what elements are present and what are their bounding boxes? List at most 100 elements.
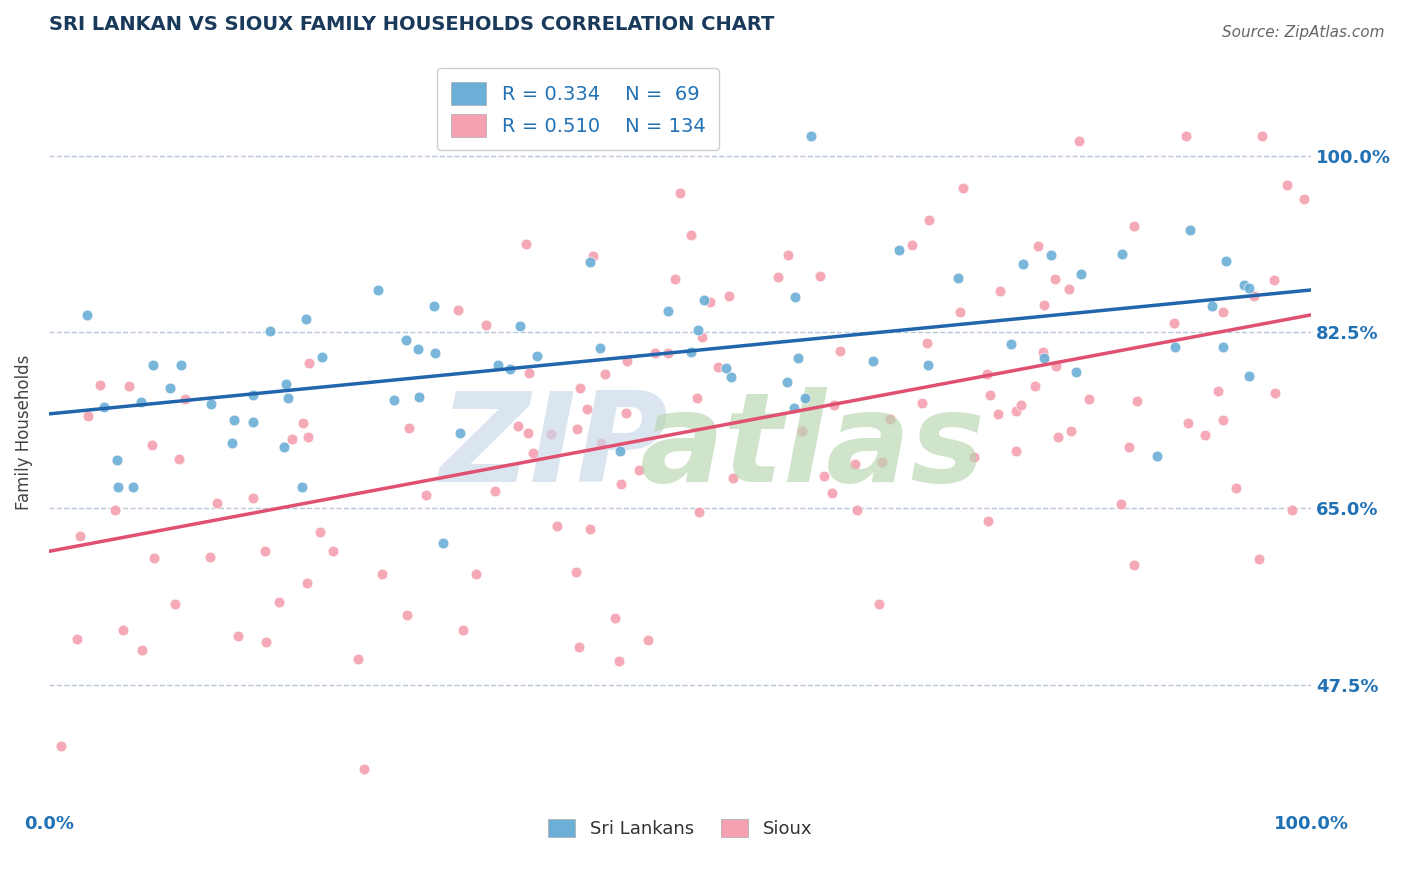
Point	[1026, 238, 1049, 252]
Point	[170, 358, 193, 372]
Point	[949, 305, 972, 319]
Point	[846, 503, 869, 517]
Point	[526, 349, 548, 363]
Point	[449, 425, 471, 440]
Point	[382, 393, 405, 408]
Point	[242, 415, 264, 429]
Point	[1043, 272, 1066, 286]
Point	[1275, 178, 1298, 193]
Point	[93, 401, 115, 415]
Point	[298, 356, 321, 370]
Point	[1237, 281, 1260, 295]
Point	[1250, 128, 1272, 143]
Point	[515, 236, 537, 251]
Point	[499, 361, 522, 376]
Point	[976, 368, 998, 382]
Point	[49, 739, 72, 753]
Point	[790, 424, 813, 438]
Point	[603, 611, 626, 625]
Point	[1004, 444, 1026, 458]
Point	[707, 359, 730, 374]
Point	[464, 567, 486, 582]
Point	[273, 440, 295, 454]
Point	[353, 763, 375, 777]
Point	[423, 299, 446, 313]
Point	[1233, 278, 1256, 293]
Point	[1109, 497, 1132, 511]
Point	[1175, 128, 1198, 143]
Point	[657, 346, 679, 360]
Point	[432, 535, 454, 549]
Point	[979, 387, 1001, 401]
Point	[918, 213, 941, 227]
Point	[718, 289, 741, 303]
Point	[89, 378, 111, 392]
Point	[911, 396, 934, 410]
Point	[198, 550, 221, 565]
Point	[568, 640, 591, 654]
Point	[681, 345, 703, 359]
Point	[276, 376, 298, 391]
Point	[105, 453, 128, 467]
Point	[1243, 288, 1265, 302]
Text: ZIP: ZIP	[440, 387, 668, 508]
Point	[1180, 222, 1202, 236]
Point	[637, 632, 659, 647]
Point	[721, 471, 744, 485]
Point	[669, 186, 692, 200]
Point	[66, 632, 89, 646]
Point	[766, 270, 789, 285]
Y-axis label: Family Households: Family Households	[15, 355, 32, 510]
Point	[783, 290, 806, 304]
Point	[484, 484, 506, 499]
Point	[76, 308, 98, 322]
Point	[254, 635, 277, 649]
Point	[578, 522, 600, 536]
Point	[224, 413, 246, 427]
Point	[1012, 257, 1035, 271]
Point	[280, 432, 302, 446]
Point	[408, 390, 430, 404]
Point	[1194, 427, 1216, 442]
Point	[269, 594, 291, 608]
Point	[568, 381, 591, 395]
Point	[1225, 481, 1247, 495]
Point	[565, 422, 588, 436]
Point	[446, 303, 468, 318]
Point	[1164, 339, 1187, 353]
Point	[607, 654, 630, 668]
Point	[610, 477, 633, 491]
Point	[828, 344, 851, 359]
Point	[205, 495, 228, 509]
Point	[121, 480, 143, 494]
Point	[1040, 247, 1063, 261]
Point	[371, 567, 394, 582]
Point	[813, 469, 835, 483]
Point	[1059, 424, 1081, 438]
Point	[1292, 192, 1315, 206]
Point	[1118, 440, 1140, 454]
Point	[1123, 219, 1146, 233]
Point	[259, 325, 281, 339]
Point	[800, 128, 823, 143]
Point	[1033, 298, 1056, 312]
Text: SRI LANKAN VS SIOUX FAMILY HOUSEHOLDS CORRELATION CHART: SRI LANKAN VS SIOUX FAMILY HOUSEHOLDS CO…	[49, 15, 775, 34]
Point	[1237, 369, 1260, 384]
Point	[129, 395, 152, 409]
Text: Source: ZipAtlas.com: Source: ZipAtlas.com	[1222, 25, 1385, 40]
Point	[977, 515, 1000, 529]
Point	[322, 544, 344, 558]
Point	[1067, 135, 1090, 149]
Point	[1264, 385, 1286, 400]
Point	[277, 391, 299, 405]
Point	[868, 597, 890, 611]
Point	[1281, 503, 1303, 517]
Point	[1078, 392, 1101, 407]
Point	[685, 391, 707, 405]
Point	[628, 463, 651, 477]
Point	[889, 244, 911, 258]
Point	[1247, 551, 1270, 566]
Point	[1163, 316, 1185, 330]
Point	[786, 351, 808, 365]
Point	[1047, 429, 1070, 443]
